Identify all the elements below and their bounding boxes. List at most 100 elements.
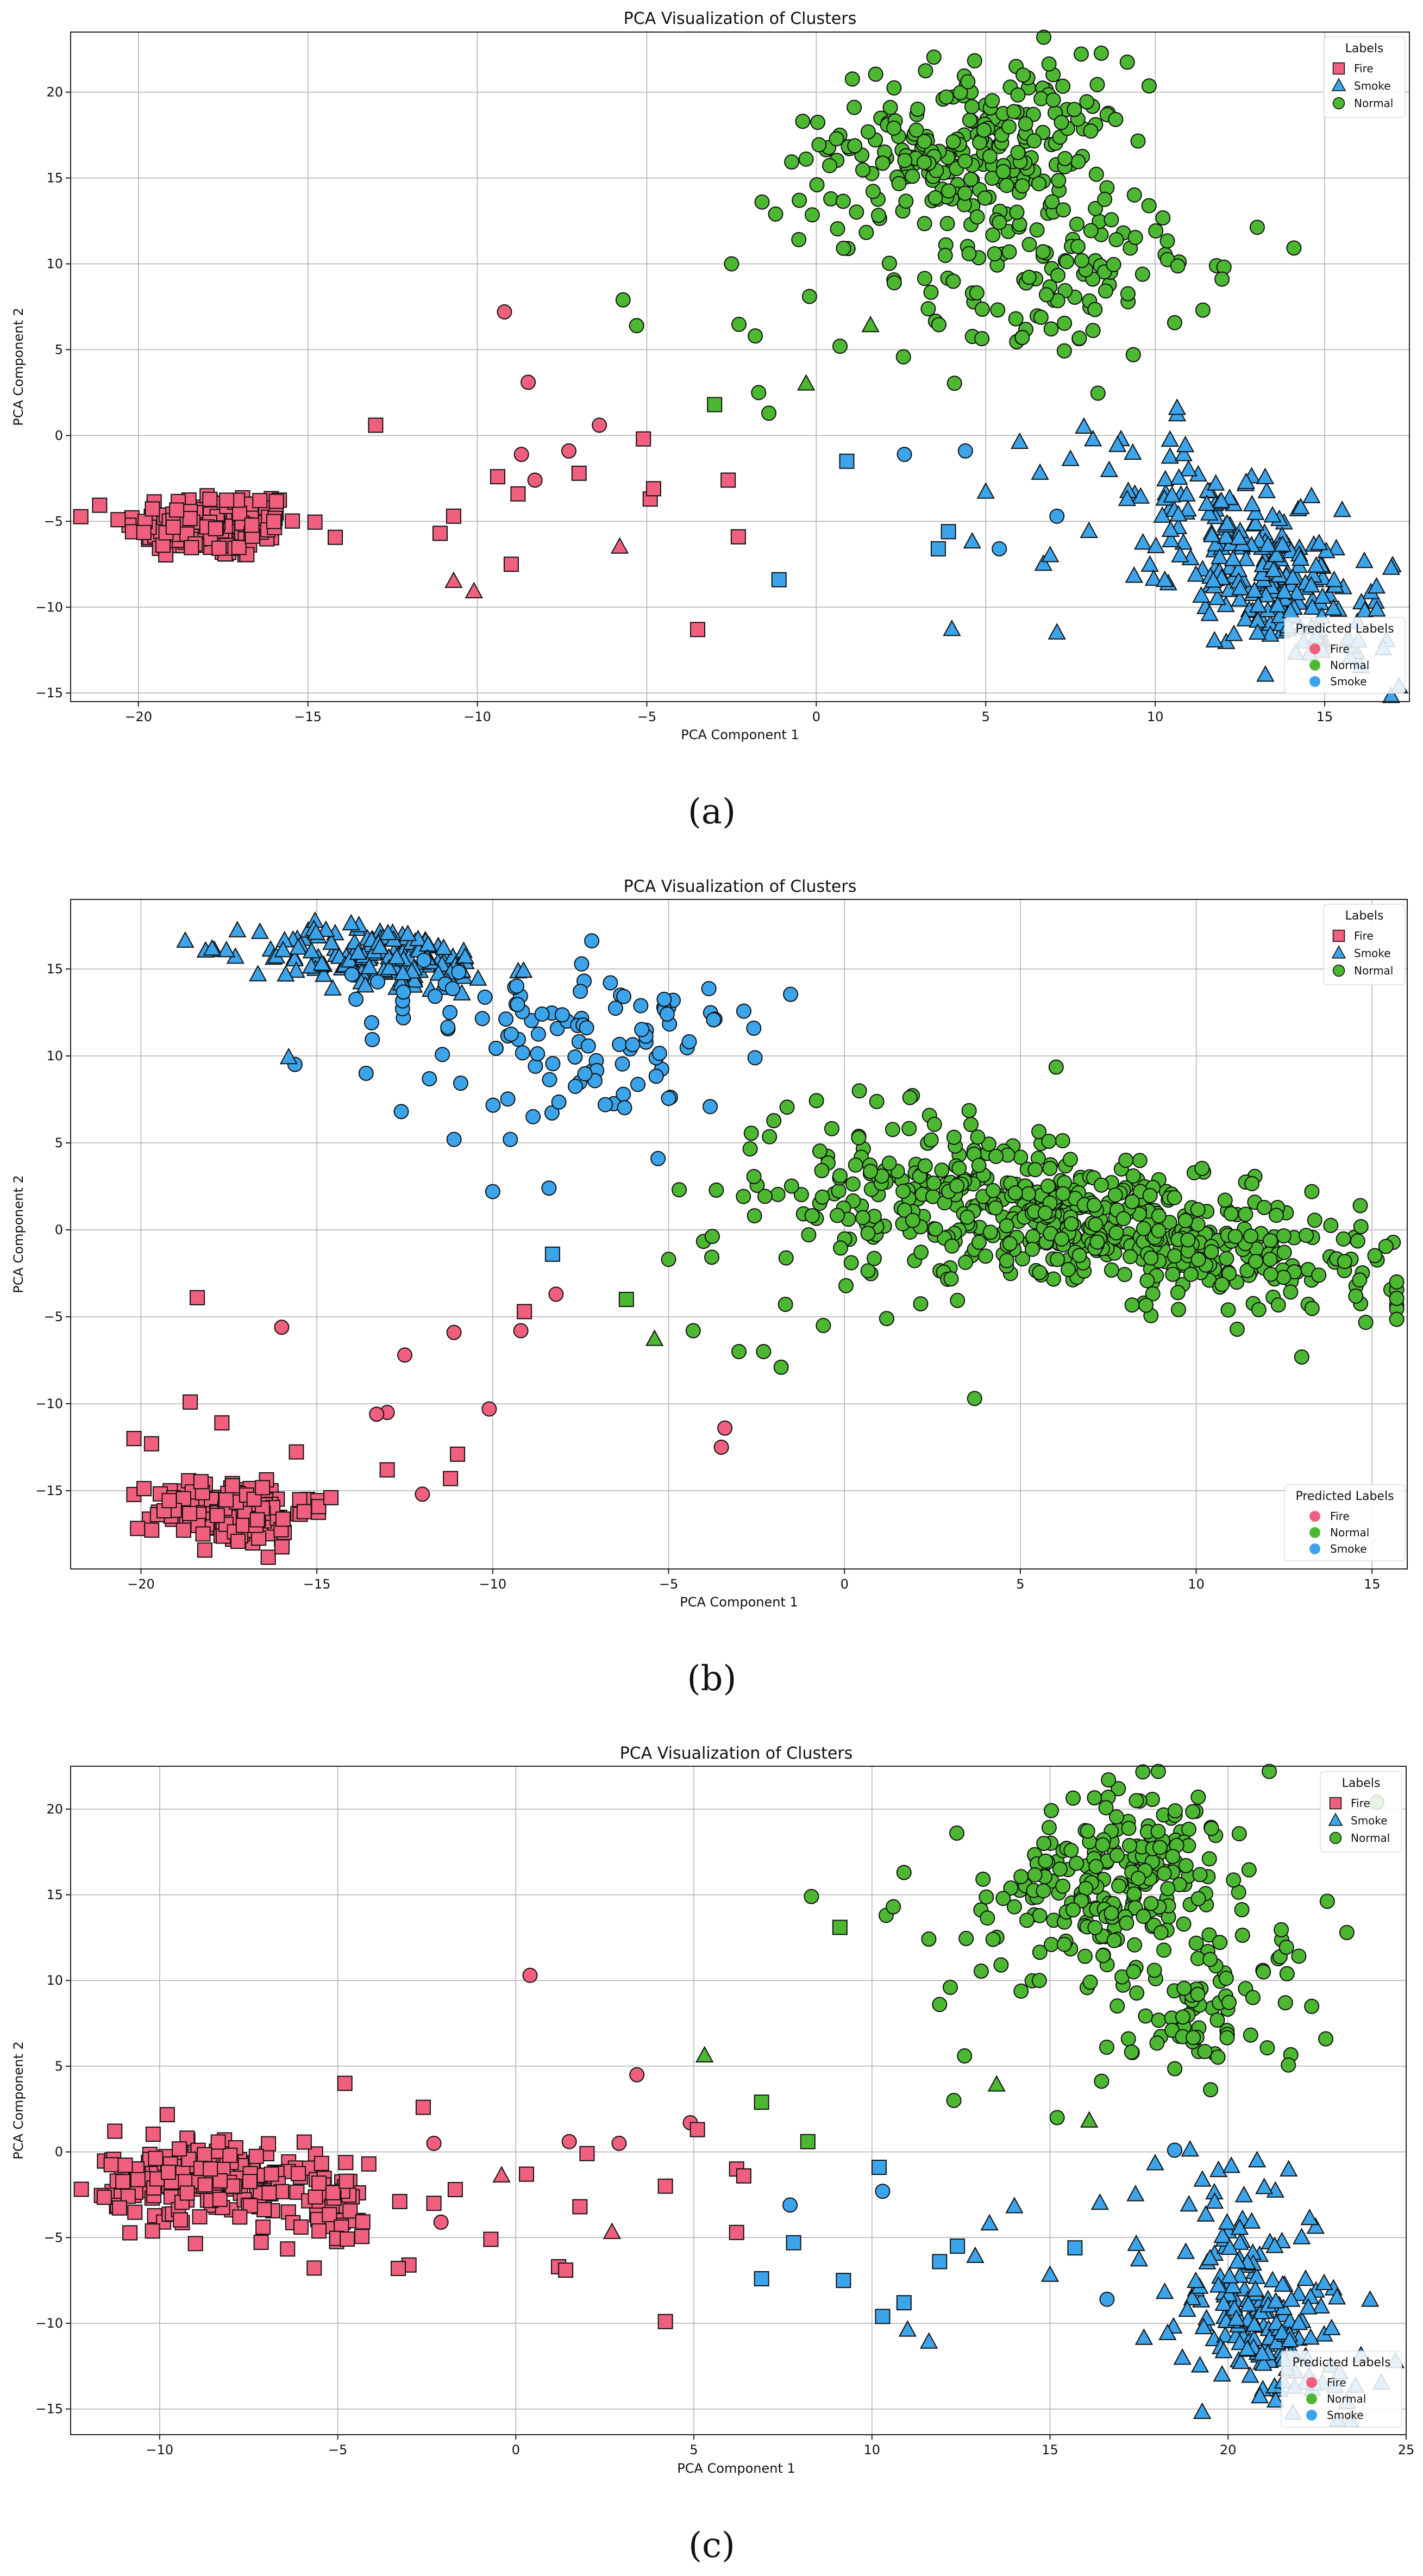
scatter-point (485, 1184, 500, 1199)
scatter-point (224, 1478, 240, 1493)
scatter-point (1262, 1764, 1277, 1779)
scatter-point (1257, 482, 1276, 498)
scatter-point (219, 492, 235, 508)
scatter-point (561, 443, 576, 459)
scatter-point (355, 2214, 371, 2230)
scatter-point (858, 224, 874, 240)
scatter-point (1054, 115, 1069, 130)
scatter-point (361, 2156, 377, 2172)
scatter-point (446, 1131, 462, 1147)
scatter-point (503, 1027, 519, 1042)
scatter-point (498, 1011, 514, 1027)
scatter-point (1013, 1869, 1029, 1885)
scatter-point (1296, 2269, 1315, 2286)
scatter-point (1389, 1274, 1405, 1290)
scatter-point (629, 2067, 645, 2083)
scatter-point (571, 465, 587, 481)
scatter-point (1156, 1866, 1172, 1881)
scatter-point (1038, 287, 1054, 303)
scatter-point (328, 529, 343, 545)
scatter-point (415, 1486, 430, 1502)
scatter-point (896, 1865, 912, 1880)
scatter-point (1055, 1878, 1071, 1894)
scatter-point (685, 1323, 701, 1339)
scatter-point (1213, 2365, 1231, 2382)
scatter-point (645, 481, 661, 497)
scatter-point (1041, 1134, 1057, 1149)
plot-frame (70, 32, 1410, 702)
scatter-point (92, 497, 108, 513)
scatter-point (1230, 528, 1248, 545)
scatter-point (1177, 485, 1196, 502)
scatter-point (1236, 610, 1255, 627)
scatter-point (1150, 1764, 1166, 1779)
scatter-point (1246, 514, 1265, 531)
scatter-point (946, 376, 962, 391)
scatter-point (923, 284, 939, 300)
scatter-point (1062, 1152, 1078, 1167)
scatter-point (1243, 495, 1262, 511)
scatter-point (879, 1311, 894, 1327)
scatter-point (1070, 239, 1086, 254)
scatter-point (731, 1344, 747, 1359)
scatter-point (1257, 586, 1275, 603)
scatter-point (391, 2261, 406, 2277)
scatter-point (944, 1238, 960, 1254)
y-tick-label: 5 (55, 342, 63, 357)
scatter-point (967, 1391, 982, 1406)
scatter-point (932, 2254, 948, 2269)
y-tick-label: 15 (46, 1887, 63, 1903)
scatter-point (814, 1189, 830, 1205)
y-tick-label: 0 (55, 2144, 63, 2160)
legend-label: Fire (1327, 2376, 1346, 2389)
scatter-point (1256, 1199, 1272, 1215)
scatter-point (1195, 302, 1211, 318)
scatter-point (1252, 2344, 1271, 2361)
scatter-point (1077, 1948, 1093, 1964)
scatter-point (952, 85, 968, 101)
scatter-point (179, 2185, 195, 2201)
scatter-point (197, 2177, 213, 2193)
scatter-point (1041, 546, 1060, 562)
x-axis-label: PCA Component 1 (680, 1595, 798, 1610)
scatter-point (1108, 111, 1124, 127)
scatter-point (895, 349, 911, 365)
scatter-point (1169, 505, 1188, 522)
scatter-point (1212, 1935, 1227, 1950)
scatter-point (73, 509, 89, 524)
scatter-point (368, 417, 384, 433)
scatter-point (515, 1045, 530, 1061)
scatter-point (1279, 1966, 1295, 1981)
scatter-point (1245, 1990, 1261, 2005)
x-tick-label: 5 (1016, 1577, 1024, 1592)
scatter-point (225, 2178, 241, 2194)
x-tick-label: 15 (1317, 709, 1333, 724)
scatter-point (572, 2199, 588, 2215)
scatter-point (921, 1931, 937, 1947)
scatter-point (1194, 2317, 1213, 2335)
scatter-point (1227, 2309, 1246, 2326)
scatter-point (1202, 1952, 1218, 1967)
scatter-point (1317, 541, 1336, 559)
scatter-point (615, 1056, 630, 1072)
scatter-point (1276, 1245, 1292, 1260)
scatter-point (497, 304, 512, 320)
scatter-point (1281, 2057, 1296, 2073)
scatter-point (143, 1436, 159, 1452)
scatter-point (1043, 1803, 1059, 1818)
legend-marker (1329, 1797, 1342, 1810)
scatter-point (1162, 530, 1180, 548)
scatter-point (1156, 470, 1175, 487)
scatter-point (1238, 2339, 1257, 2356)
scatter-point (974, 301, 990, 317)
scatter-point (1018, 116, 1033, 132)
scatter-point (1005, 2197, 1024, 2214)
scatter-point (1246, 503, 1265, 520)
scatter-point (314, 2155, 329, 2171)
scatter-point (1163, 486, 1181, 503)
scatter-point (1037, 1205, 1053, 1221)
scatter-point (1350, 1233, 1365, 1249)
scatter-point (855, 1210, 871, 1226)
legend-labels-title: Labels (1345, 909, 1384, 923)
